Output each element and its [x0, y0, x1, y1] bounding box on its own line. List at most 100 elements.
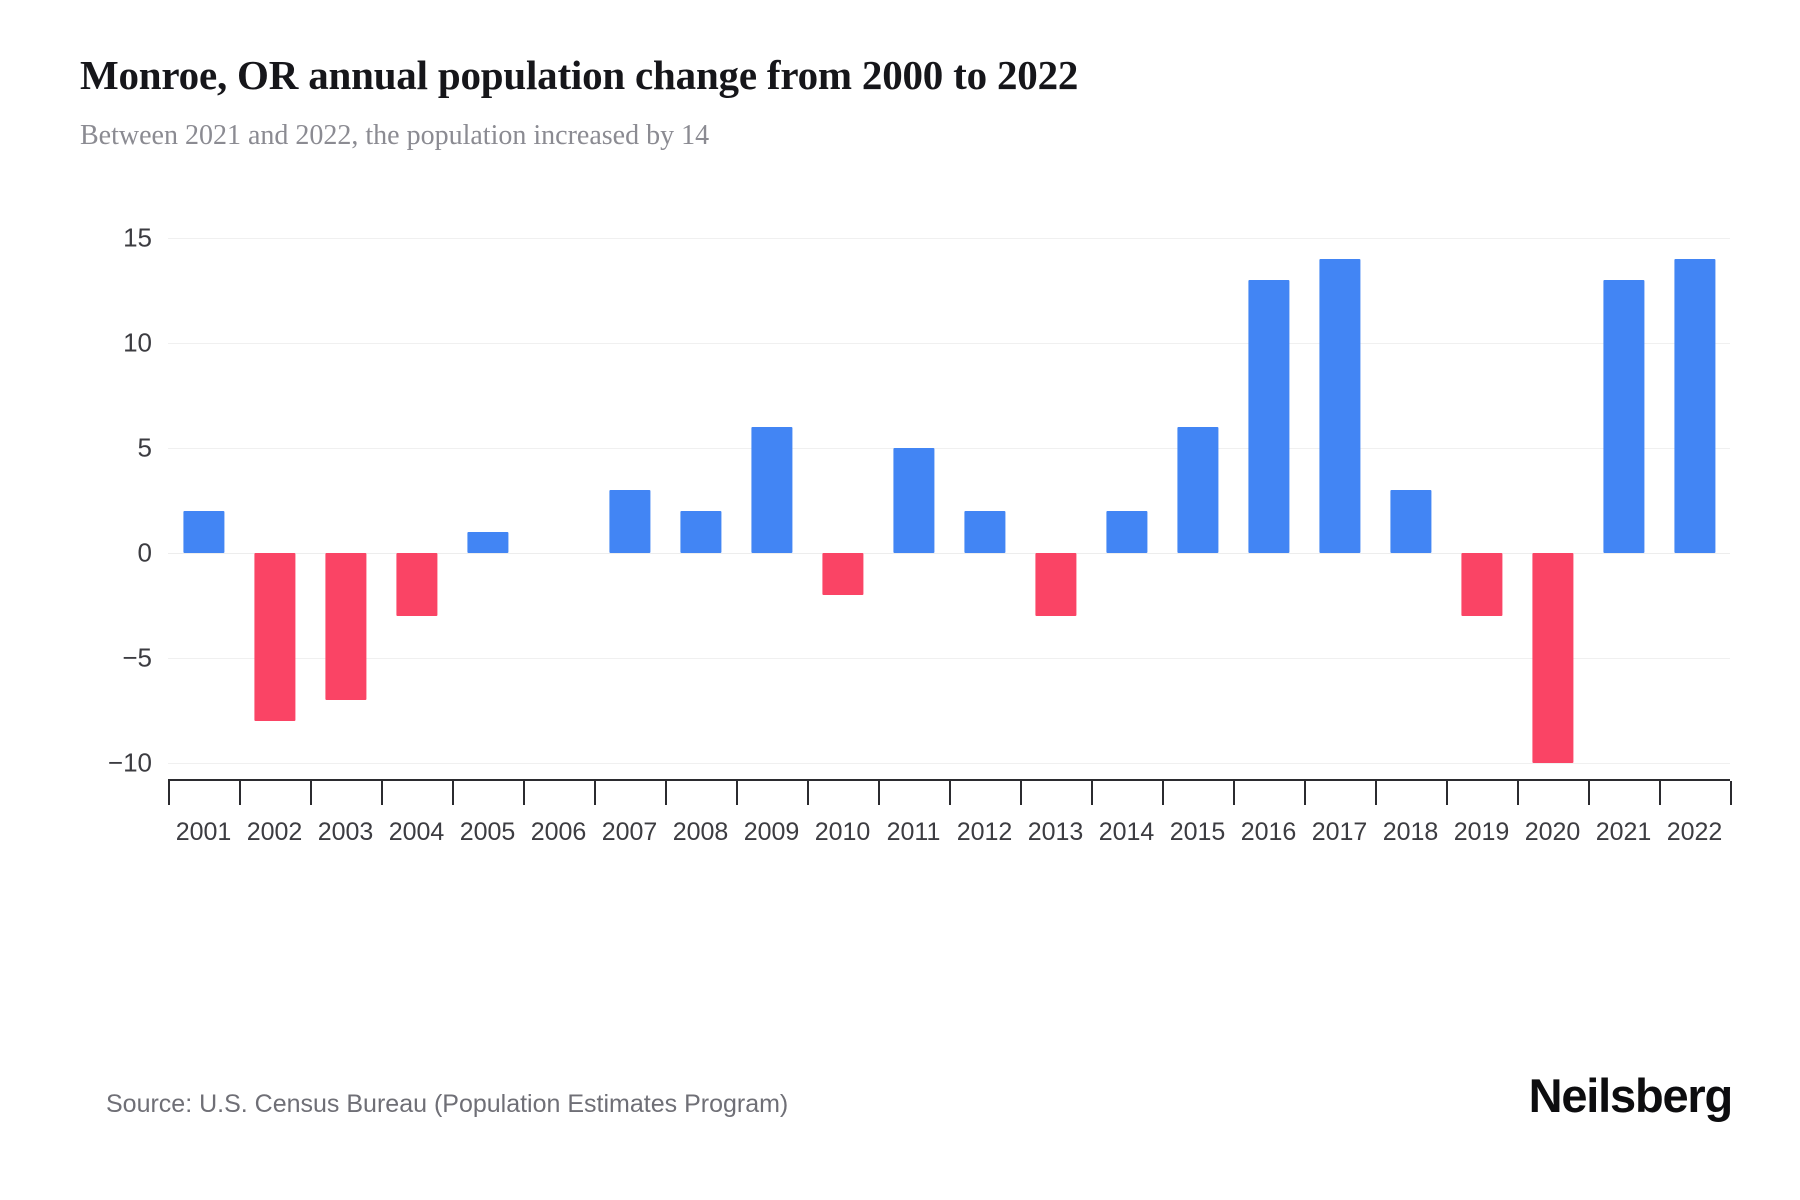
x-axis-tick-label-2018: 2018: [1382, 818, 1439, 846]
x-axis-tick: [1233, 781, 1235, 805]
x-axis-tick-label-2003: 2003: [317, 818, 374, 846]
x-axis-tick-label-2014: 2014: [1098, 818, 1155, 846]
x-axis-tick-label-2005: 2005: [459, 818, 516, 846]
chart-header: Monroe, OR annual population change from…: [80, 52, 1720, 153]
bar-slot: [452, 238, 523, 763]
bar-2017[interactable]: [1318, 259, 1361, 553]
x-axis-line: [168, 779, 1730, 781]
bar-2009[interactable]: [750, 427, 793, 553]
bar-slot: [1659, 238, 1730, 763]
bar-2012[interactable]: [963, 511, 1006, 553]
bar-slot: [1446, 238, 1517, 763]
bar-2002[interactable]: [253, 553, 296, 721]
gridline: [168, 658, 1730, 659]
bar-2015[interactable]: [1176, 427, 1219, 553]
bar-slot: [1233, 238, 1304, 763]
bar-2008[interactable]: [679, 511, 722, 553]
x-axis-tick-label-2020: 2020: [1524, 818, 1581, 846]
bar-slot: [1588, 238, 1659, 763]
x-axis-tick-label-2011: 2011: [886, 818, 941, 846]
x-axis-tick-label-2012: 2012: [956, 818, 1013, 846]
gridline: [168, 238, 1730, 239]
y-axis-tick-label: 5: [137, 432, 152, 463]
x-axis-tick: [1162, 781, 1164, 805]
x-axis-tick: [1375, 781, 1377, 805]
x-axis-tick-label-2001: 2001: [175, 818, 232, 846]
bar-slot: [1162, 238, 1233, 763]
bar-slot: [1375, 238, 1446, 763]
bar-2013[interactable]: [1034, 553, 1077, 616]
bar-2005[interactable]: [466, 532, 509, 553]
x-axis-tick: [1730, 781, 1732, 805]
bar-2001[interactable]: [182, 511, 225, 553]
bar-slot: [665, 238, 736, 763]
x-axis-tick-label-2019: 2019: [1453, 818, 1510, 846]
plot-canvas: [168, 238, 1730, 764]
x-axis-tick-label-2004: 2004: [388, 818, 445, 846]
bar-slot: [168, 238, 239, 763]
x-axis-tick: [1304, 781, 1306, 805]
bar-slot: [381, 238, 452, 763]
bar-slot: [523, 238, 594, 763]
chart-subtitle: Between 2021 and 2022, the population in…: [80, 120, 710, 152]
x-axis-tick: [665, 781, 667, 805]
x-axis-tick: [594, 781, 596, 805]
x-axis-tick: [736, 781, 738, 805]
bar-2022[interactable]: [1673, 259, 1716, 553]
x-axis-tick-label-2013: 2013: [1027, 818, 1084, 846]
y-axis-tick-label: −10: [107, 747, 152, 778]
x-axis-tick-label-2016: 2016: [1240, 818, 1297, 846]
bar-2014[interactable]: [1105, 511, 1148, 553]
bar-slot: [239, 238, 310, 763]
bar-2016[interactable]: [1247, 280, 1290, 553]
bar-slot: [1020, 238, 1091, 763]
x-axis-tick: [452, 781, 454, 805]
chart-plot-area: 15 10 5 0 −5 −10: [0, 220, 1800, 920]
bar-slot: [878, 238, 949, 763]
x-axis-tick-label-2015: 2015: [1169, 818, 1226, 846]
x-axis-tick: [1659, 781, 1661, 805]
bar-2019[interactable]: [1460, 553, 1503, 616]
x-axis-tick-label-2021: 2021: [1595, 818, 1652, 846]
x-axis-tick: [1446, 781, 1448, 805]
bar-2020[interactable]: [1531, 553, 1574, 763]
gridline: [168, 343, 1730, 344]
x-axis-tick-label-2009: 2009: [743, 818, 800, 846]
x-axis-tick: [168, 781, 170, 805]
bar-2003[interactable]: [324, 553, 367, 700]
bar-2004[interactable]: [395, 553, 438, 616]
bar-2010[interactable]: [821, 553, 864, 595]
zero-gridline: [168, 553, 1730, 554]
y-axis-tick-label: −5: [122, 642, 152, 673]
x-axis-tick: [1517, 781, 1519, 805]
bar-2011[interactable]: [892, 448, 935, 553]
y-axis-tick-label: 0: [137, 537, 152, 568]
x-axis-tick: [949, 781, 951, 805]
bar-2007[interactable]: [608, 490, 651, 553]
bar-slot: [310, 238, 381, 763]
bar-slot: [1517, 238, 1588, 763]
x-axis-tick: [1588, 781, 1590, 805]
bar-series: [168, 238, 1730, 763]
gridline: [168, 763, 1730, 764]
x-axis-tick: [1020, 781, 1022, 805]
y-axis-tick-label: 15: [123, 222, 152, 253]
x-axis-tick-label-2008: 2008: [672, 818, 729, 846]
y-axis-tick-label: 10: [123, 327, 152, 358]
bar-slot: [736, 238, 807, 763]
x-axis-tick-label-2022: 2022: [1666, 818, 1723, 846]
x-axis-tick-label-2017: 2017: [1311, 818, 1368, 846]
brand-logo: Neilsberg: [1528, 1069, 1734, 1122]
x-axis-tick-label-2010: 2010: [814, 818, 871, 846]
bar-slot: [1304, 238, 1375, 763]
x-axis-tick: [381, 781, 383, 805]
x-axis-tick: [310, 781, 312, 805]
x-axis-tick-label-2006: 2006: [530, 818, 587, 846]
x-axis-tick-label-2002: 2002: [246, 818, 303, 846]
x-axis-tick: [878, 781, 880, 805]
bar-2018[interactable]: [1389, 490, 1432, 553]
bar-slot: [1091, 238, 1162, 763]
bar-2021[interactable]: [1602, 280, 1645, 553]
x-axis-tick-label-2007: 2007: [601, 818, 658, 846]
